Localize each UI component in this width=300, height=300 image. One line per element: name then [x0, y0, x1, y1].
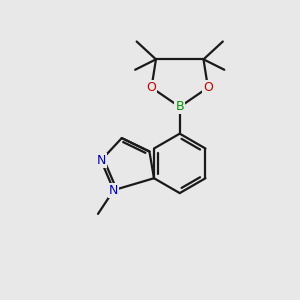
Text: N: N [109, 184, 119, 196]
Text: O: O [146, 81, 156, 94]
Text: N: N [96, 154, 106, 167]
Text: B: B [176, 100, 184, 113]
Text: O: O [203, 81, 213, 94]
